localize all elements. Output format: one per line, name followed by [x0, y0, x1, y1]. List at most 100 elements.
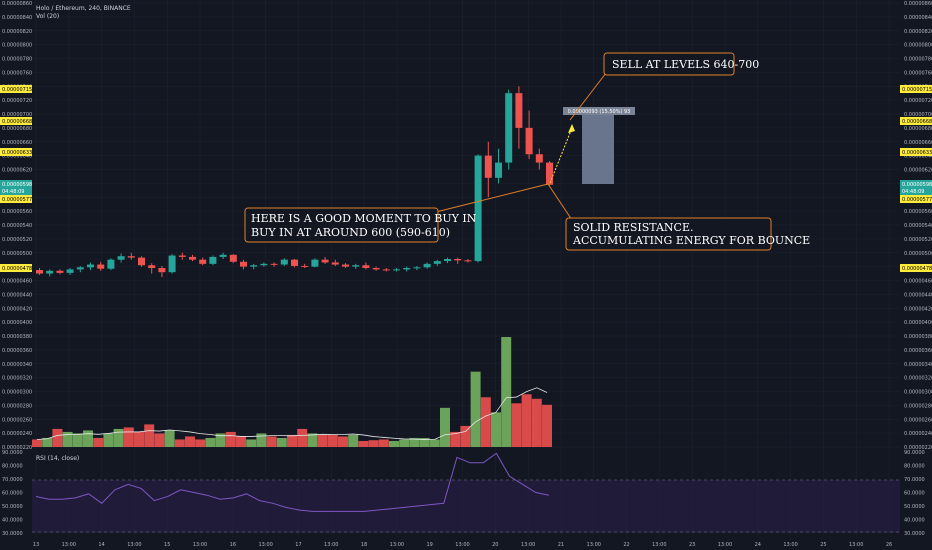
time-tick-label: 13:00 — [390, 542, 404, 548]
time-tick-label: 13:00 — [587, 542, 601, 548]
candle-body — [138, 257, 145, 266]
price-tick-label: 0.00000280 — [904, 403, 932, 409]
volume-bar — [348, 434, 359, 447]
price-tick-label: 0.00000620 — [2, 168, 32, 174]
symbol-title[interactable]: Holo / Ethereum, 240, BINANCE — [36, 5, 131, 12]
buy-annotation[interactable] — [244, 207, 439, 243]
price-level-tag — [900, 85, 932, 93]
candle-body — [76, 267, 84, 270]
volume-bar — [521, 394, 532, 447]
volume-bar — [83, 430, 93, 447]
rsi-tick-label: 30.0000 — [904, 531, 925, 537]
candle-body — [117, 256, 125, 260]
candle-body — [219, 254, 227, 257]
price-tick-label: 0.00000540 — [904, 223, 932, 229]
candlesticks — [36, 86, 553, 278]
price-tick-label: 0.00000300 — [2, 390, 32, 396]
candle-body — [342, 264, 349, 267]
volume-bar — [511, 403, 522, 447]
resist-callout-line — [547, 183, 573, 221]
rsi-tick-label: 60.0000 — [2, 491, 23, 497]
rsi-axis[interactable]: 90.0000 90.0000 80.0000 80.0000 70.0000 70.00… — [2, 450, 925, 537]
price-tick-label: 0.00000660 — [2, 140, 32, 146]
time-tick-label: 23 — [689, 542, 695, 548]
volume-bar — [317, 434, 328, 447]
volume-bar — [327, 434, 338, 447]
rsi-tick-label: 90.0000 — [904, 450, 925, 456]
volume-indicator-label[interactable]: Vol (20) — [36, 13, 59, 20]
volume-bar — [195, 439, 206, 447]
candle-body — [87, 264, 94, 268]
price-level-tag-text: 0.00000633 — [2, 150, 32, 156]
volume-bar — [154, 433, 165, 447]
rsi-tick-label: 70.0000 — [904, 477, 925, 483]
rsi-indicator-label[interactable]: RSI (14, close) — [36, 455, 79, 462]
candle-body — [321, 259, 329, 263]
time-tick-label: 19 — [427, 542, 433, 548]
candle-body — [433, 261, 441, 264]
price-tick-label: 0.00000820 — [2, 29, 32, 35]
price-tick-label: 0.00000360 — [904, 348, 932, 354]
sell-annotation[interactable] — [603, 52, 735, 76]
candle-body — [270, 263, 278, 265]
price-level-tag-text: 0.00000668 — [2, 119, 32, 125]
price-level-tag-text: 0.00000715 — [902, 87, 932, 93]
price-tick-label: 0.00000520 — [2, 237, 32, 243]
price-level-tag-text: 0.00000598 — [902, 182, 932, 188]
candle-body — [464, 260, 472, 262]
price-level-tag-text: 0.00000668 — [902, 119, 932, 125]
volume-bar — [134, 431, 144, 447]
time-axis[interactable]: 13 13:00 14 13:00 15 13:00 16 13:00 17 13:00 18 13:… — [33, 542, 892, 548]
price-level-tag — [900, 195, 932, 203]
volume-bar — [419, 437, 430, 447]
price-tick-label: 0.00000500 — [2, 251, 32, 257]
target-arrow — [549, 127, 573, 184]
price-tick-label: 0.00000640 — [904, 154, 932, 160]
resistance-annotation[interactable] — [565, 217, 772, 251]
price-tick-label: 0.00000800 — [904, 43, 932, 49]
price-tick-label: 0.00000360 — [2, 348, 32, 354]
rsi-tick-label: 50.0000 — [2, 504, 23, 510]
candle-body — [311, 259, 319, 267]
volume-bar — [399, 439, 410, 447]
volume-bar — [460, 425, 471, 447]
time-tick-label: 13:00 — [783, 542, 797, 548]
price-tick-label: 0.00000800 — [2, 43, 32, 49]
volume-bar — [297, 428, 308, 447]
volume-bar — [144, 424, 155, 447]
price-level-tag-text: 04:48:09 — [902, 189, 924, 195]
buy-annotation-line2: BUY IN AT AROUND 600 (590-610) — [251, 226, 450, 239]
candle-body — [199, 259, 207, 264]
volume-bar — [215, 433, 226, 447]
candle-body — [352, 265, 360, 267]
candle-body — [56, 270, 64, 273]
volume-bar — [389, 440, 399, 447]
time-tick-label: 13:00 — [849, 542, 863, 548]
arrow-head-icon — [568, 124, 575, 133]
buy-annotation-line1: HERE IS A GOOD MOMENT TO BUY IN — [251, 212, 477, 225]
price-level-tag — [0, 264, 32, 272]
price-tick-label: 0.00000540 — [2, 223, 32, 229]
volume-bar — [542, 404, 552, 447]
price-tick-label: 0.00000420 — [904, 306, 932, 312]
candle-body — [372, 268, 380, 270]
price-tick-label: 0.00000640 — [2, 154, 32, 160]
volume-bar — [32, 439, 42, 447]
long-position-box[interactable] — [582, 114, 614, 184]
price-level-tag — [0, 195, 32, 203]
price-tick-label: 0.00000440 — [904, 292, 932, 298]
price-tick-label: 0.00000260 — [904, 417, 932, 423]
price-tick-label: 0.00000380 — [904, 334, 932, 340]
candle-body — [66, 269, 74, 273]
volume-bar — [307, 433, 318, 447]
volume-bar — [450, 431, 461, 447]
candle-body — [454, 258, 462, 261]
price-tick-label: 0.00000220 — [2, 445, 32, 451]
candle-body — [515, 93, 523, 128]
rsi-tick-label: 40.0000 — [2, 518, 23, 524]
price-level-tag-text: 0.00000478 — [2, 266, 32, 272]
price-level-tag — [900, 264, 932, 272]
rsi-tick-label: 40.0000 — [904, 518, 925, 524]
